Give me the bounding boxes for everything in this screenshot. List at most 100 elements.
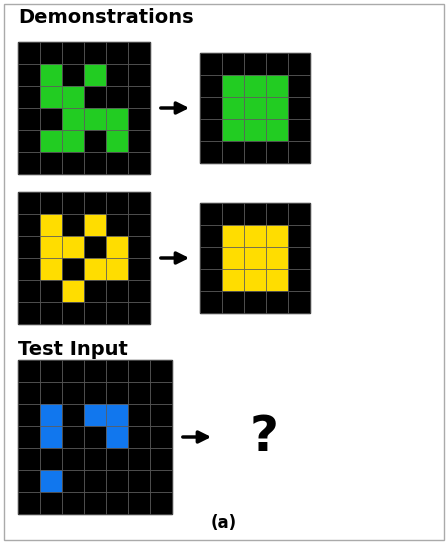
Bar [222, 75, 244, 97]
Bar [40, 280, 62, 302]
Bar [222, 97, 244, 119]
Bar [62, 64, 84, 86]
Bar [128, 130, 150, 152]
Bar [18, 42, 40, 64]
Bar [288, 269, 310, 291]
Bar [106, 152, 128, 174]
Bar [200, 291, 222, 313]
Bar [200, 119, 222, 141]
Bar [40, 64, 62, 86]
Bar [288, 119, 310, 141]
Bar [150, 470, 172, 492]
Bar [18, 280, 40, 302]
Bar [244, 119, 266, 141]
Bar [62, 360, 84, 382]
Bar [62, 258, 84, 280]
Bar [62, 382, 84, 404]
Bar [288, 97, 310, 119]
Bar [18, 492, 40, 514]
Bar [18, 236, 40, 258]
Bar [18, 108, 40, 130]
Bar [18, 470, 40, 492]
Bar [128, 236, 150, 258]
Bar [244, 247, 266, 269]
Bar [62, 302, 84, 324]
Bar [128, 302, 150, 324]
Bar [128, 280, 150, 302]
Bar [106, 470, 128, 492]
Bar [18, 86, 40, 108]
Bar [18, 64, 40, 86]
Bar [40, 236, 62, 258]
Bar [84, 152, 106, 174]
Bar [106, 130, 128, 152]
Bar [18, 382, 40, 404]
Bar [62, 426, 84, 448]
Bar [40, 130, 62, 152]
Bar [18, 42, 150, 174]
Bar [128, 214, 150, 236]
Bar [244, 75, 266, 97]
Bar [40, 382, 62, 404]
Bar [18, 192, 40, 214]
Bar [244, 53, 266, 75]
Bar [106, 280, 128, 302]
Text: Test Input: Test Input [18, 340, 128, 359]
Bar [222, 269, 244, 291]
Bar [150, 360, 172, 382]
Bar [84, 492, 106, 514]
Bar [40, 470, 62, 492]
Bar [106, 42, 128, 64]
Bar [40, 404, 62, 426]
Bar [40, 426, 62, 448]
Bar [200, 141, 222, 163]
Bar [84, 258, 106, 280]
Bar [40, 214, 62, 236]
Bar [18, 404, 40, 426]
Bar [40, 42, 62, 64]
Bar [18, 258, 40, 280]
Bar [106, 302, 128, 324]
Bar [106, 258, 128, 280]
Bar [288, 225, 310, 247]
Bar [288, 203, 310, 225]
Bar [222, 247, 244, 269]
Bar [18, 360, 40, 382]
Bar [150, 492, 172, 514]
Bar [266, 97, 288, 119]
Bar [84, 214, 106, 236]
Bar [106, 404, 128, 426]
Bar [62, 214, 84, 236]
Bar [200, 225, 222, 247]
Text: (a): (a) [211, 514, 237, 532]
Bar [62, 86, 84, 108]
Bar [84, 192, 106, 214]
Bar [150, 404, 172, 426]
Bar [244, 269, 266, 291]
Bar [244, 141, 266, 163]
Bar [84, 236, 106, 258]
Bar [84, 426, 106, 448]
Text: ?: ? [250, 413, 279, 461]
Bar [266, 269, 288, 291]
Bar [222, 119, 244, 141]
Bar [18, 302, 40, 324]
Bar [62, 42, 84, 64]
Bar [84, 108, 106, 130]
Bar [200, 53, 310, 163]
Bar [40, 108, 62, 130]
Bar [200, 269, 222, 291]
Bar [62, 108, 84, 130]
Bar [40, 192, 62, 214]
Bar [128, 152, 150, 174]
Bar [200, 203, 222, 225]
Bar [40, 302, 62, 324]
Bar [106, 382, 128, 404]
Bar [128, 108, 150, 130]
Bar [62, 448, 84, 470]
Bar [84, 280, 106, 302]
Bar [62, 492, 84, 514]
Bar [62, 192, 84, 214]
Bar [266, 291, 288, 313]
Bar [84, 470, 106, 492]
